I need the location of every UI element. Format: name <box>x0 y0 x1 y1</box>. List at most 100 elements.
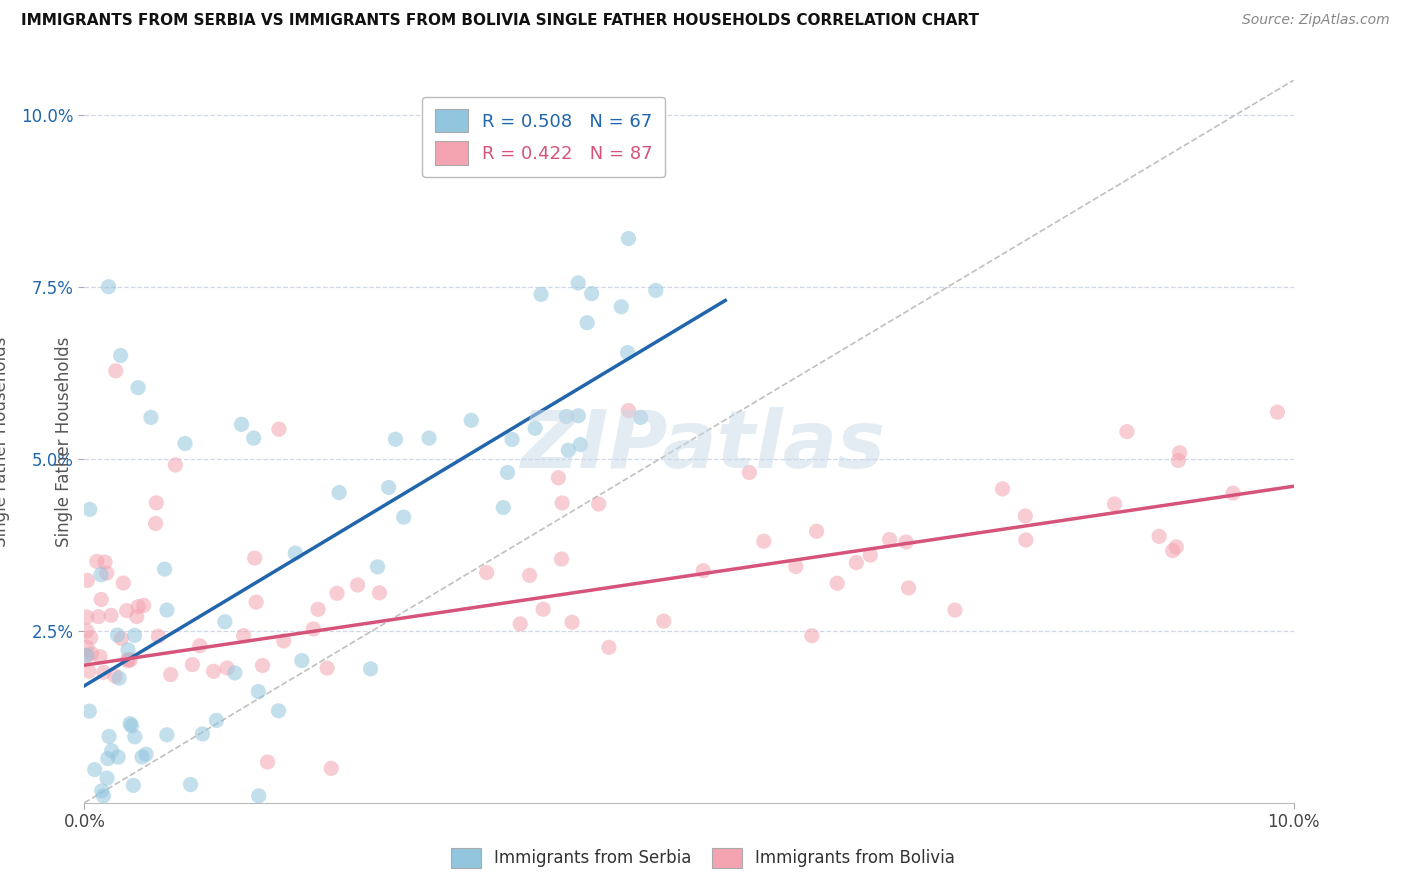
Point <box>555 409 578 424</box>
Point <box>97 279 120 293</box>
Point <box>108 671 131 685</box>
Point <box>897 581 920 595</box>
Point <box>98 730 121 744</box>
Point <box>569 437 592 451</box>
Point <box>107 750 129 764</box>
Legend: R = 0.508   N = 67, R = 0.422   N = 87: R = 0.508 N = 67, R = 0.422 N = 87 <box>422 96 665 178</box>
Point <box>302 622 325 636</box>
Point <box>267 704 290 718</box>
Point <box>598 640 620 655</box>
Point <box>232 629 254 643</box>
Point <box>93 789 115 803</box>
Point <box>943 603 966 617</box>
Point <box>581 286 603 301</box>
Point <box>76 648 98 663</box>
Point <box>86 554 108 568</box>
Point <box>77 664 100 678</box>
Point <box>1222 486 1244 500</box>
Point <box>180 778 202 792</box>
Point <box>125 609 148 624</box>
Point <box>145 516 167 531</box>
Point <box>530 287 553 301</box>
Point <box>242 431 264 445</box>
Point <box>83 763 105 777</box>
Point <box>100 608 122 623</box>
Point <box>588 497 610 511</box>
Point <box>76 648 98 663</box>
Point <box>120 719 142 733</box>
Point <box>131 750 153 764</box>
Point <box>188 639 211 653</box>
Text: ZIPatlas: ZIPatlas <box>520 407 886 485</box>
Point <box>1167 453 1189 467</box>
Point <box>845 556 868 570</box>
Point <box>115 604 138 618</box>
Point <box>267 422 290 436</box>
Point <box>245 595 267 609</box>
Point <box>991 482 1014 496</box>
Point <box>79 502 101 516</box>
Point <box>800 629 823 643</box>
Point <box>247 684 270 698</box>
Point <box>519 568 541 582</box>
Point <box>1116 425 1139 439</box>
Point <box>110 632 132 646</box>
Point <box>785 559 807 574</box>
Point <box>561 615 583 630</box>
Point <box>652 614 675 628</box>
Y-axis label: Single Father Households: Single Father Households <box>0 336 10 547</box>
Point <box>576 316 599 330</box>
Point <box>307 602 329 616</box>
Point <box>328 485 350 500</box>
Point <box>859 548 882 562</box>
Point <box>367 559 389 574</box>
Point <box>284 546 307 560</box>
Point <box>231 417 253 432</box>
Point <box>617 403 640 417</box>
Point <box>616 345 638 359</box>
Point <box>1168 446 1191 460</box>
Point <box>392 510 415 524</box>
Point <box>1104 497 1126 511</box>
Point <box>145 496 167 510</box>
Point <box>93 665 115 680</box>
Point <box>135 747 157 762</box>
Point <box>256 755 278 769</box>
Point <box>181 657 204 672</box>
Point <box>524 421 547 435</box>
Point <box>76 624 98 638</box>
Point <box>557 443 579 458</box>
Point <box>104 669 127 683</box>
Point <box>205 714 228 728</box>
Point <box>124 628 146 642</box>
Point <box>1147 529 1170 543</box>
Point <box>384 432 406 446</box>
Point <box>496 466 519 480</box>
Point <box>460 413 482 427</box>
Point <box>894 535 917 549</box>
Point <box>475 566 498 580</box>
Point <box>90 567 112 582</box>
Point <box>80 631 103 645</box>
Point <box>94 555 117 569</box>
Point <box>124 730 146 744</box>
Point <box>156 728 179 742</box>
Point <box>174 436 197 450</box>
Point <box>156 603 179 617</box>
Point <box>692 564 714 578</box>
Point <box>79 704 101 718</box>
Point <box>273 634 295 648</box>
Point <box>104 364 127 378</box>
Point <box>90 784 112 798</box>
Point <box>80 647 103 661</box>
Point <box>418 431 440 445</box>
Point <box>509 616 531 631</box>
Point <box>110 349 132 363</box>
Point <box>1015 533 1038 547</box>
Point <box>148 629 170 643</box>
Point <box>159 667 181 681</box>
Point <box>492 500 515 515</box>
Point <box>117 654 139 668</box>
Point <box>76 574 98 588</box>
Point <box>224 665 246 680</box>
